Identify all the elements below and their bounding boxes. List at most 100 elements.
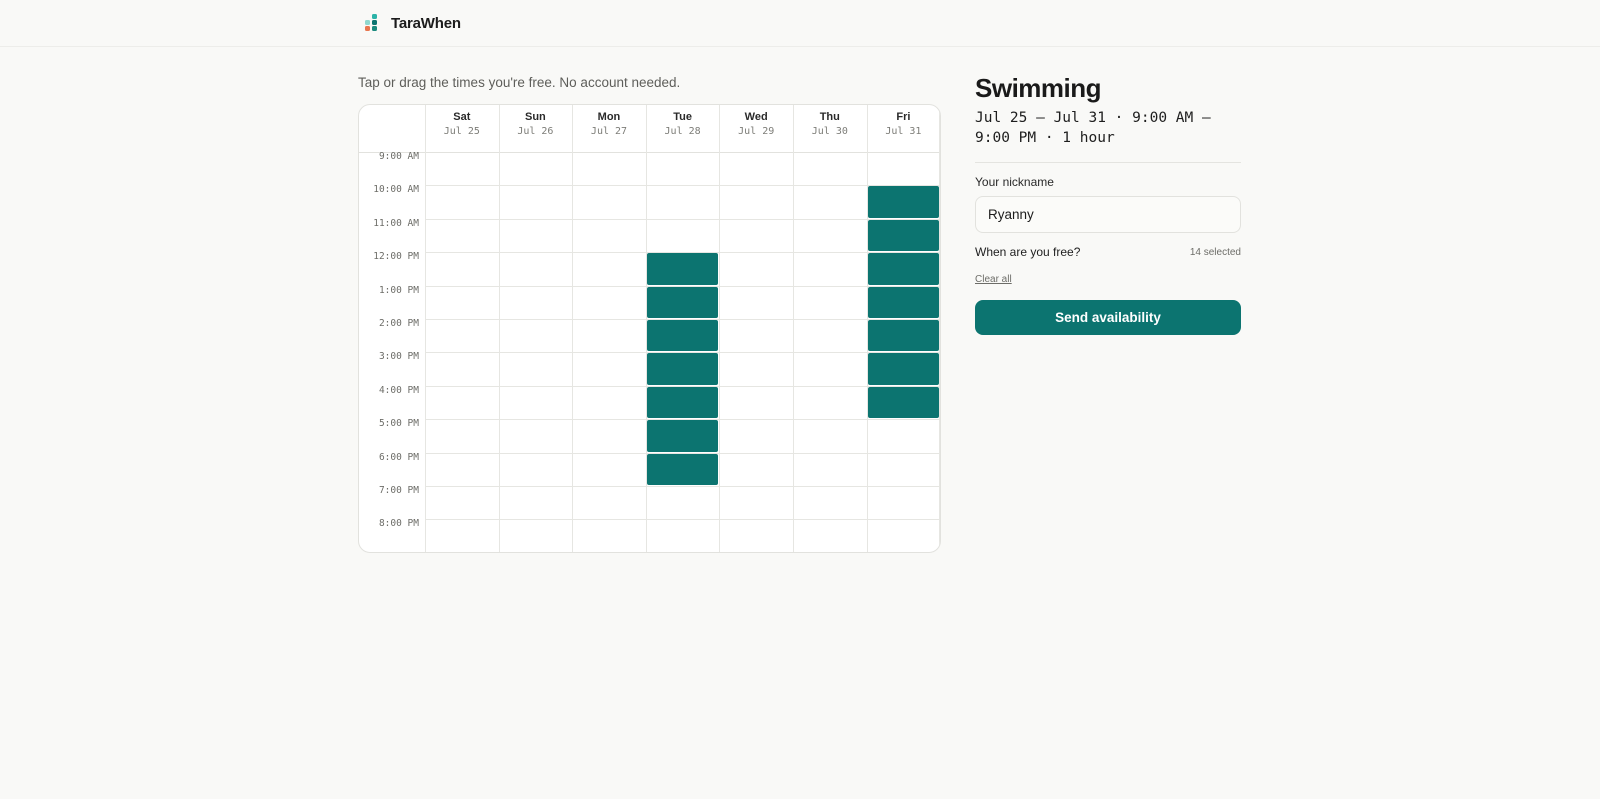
day-header-thu[interactable]: Thu Jul 30 <box>793 105 867 152</box>
time-slot[interactable] <box>720 253 792 284</box>
time-slot[interactable] <box>868 454 940 485</box>
time-slot[interactable] <box>720 487 792 518</box>
time-slot[interactable] <box>794 253 866 284</box>
time-slot[interactable] <box>720 353 792 384</box>
day-header-wed[interactable]: Wed Jul 29 <box>719 105 793 152</box>
time-slot-selected[interactable] <box>646 286 719 318</box>
time-slot[interactable] <box>720 420 792 451</box>
time-slot[interactable] <box>426 520 498 551</box>
time-slot[interactable] <box>426 253 498 284</box>
time-slot-selected[interactable] <box>867 353 940 385</box>
time-slot[interactable] <box>647 186 719 217</box>
time-slot[interactable] <box>426 387 498 418</box>
time-slot-selected[interactable] <box>867 286 940 318</box>
time-slot[interactable] <box>500 186 572 217</box>
time-slot[interactable] <box>573 520 645 551</box>
time-slot-selected[interactable] <box>867 219 940 252</box>
time-slot[interactable] <box>647 487 719 518</box>
time-slot[interactable] <box>720 387 792 418</box>
time-slot[interactable] <box>500 287 572 318</box>
time-slot[interactable] <box>647 220 719 251</box>
time-slot[interactable] <box>500 454 572 485</box>
time-slot[interactable] <box>573 287 645 318</box>
time-slot[interactable] <box>794 353 866 384</box>
time-slot-selected[interactable] <box>867 186 940 218</box>
time-slot-selected[interactable] <box>646 420 719 452</box>
time-slot[interactable] <box>500 353 572 384</box>
time-slot[interactable] <box>794 287 866 318</box>
time-slot[interactable] <box>794 186 866 217</box>
time-slot[interactable] <box>720 454 792 485</box>
send-availability-button[interactable]: Send availability <box>975 300 1241 335</box>
time-slot[interactable] <box>794 320 866 351</box>
time-slot[interactable] <box>573 253 645 284</box>
time-slot[interactable] <box>426 420 498 451</box>
time-slot[interactable] <box>573 454 645 485</box>
time-slot[interactable] <box>500 320 572 351</box>
time-slot[interactable] <box>500 253 572 284</box>
time-slot[interactable] <box>573 186 645 217</box>
time-slot[interactable] <box>500 420 572 451</box>
day-header-tue[interactable]: Tue Jul 28 <box>646 105 720 152</box>
time-slot[interactable] <box>720 186 792 217</box>
time-slot[interactable] <box>426 186 498 217</box>
time-slot-selected[interactable] <box>646 353 719 385</box>
time-slot[interactable] <box>573 320 645 351</box>
time-slot[interactable] <box>794 487 866 518</box>
time-slot[interactable] <box>794 220 866 251</box>
time-slot[interactable] <box>720 220 792 251</box>
time-slot[interactable] <box>573 353 645 384</box>
time-slot[interactable] <box>794 420 866 451</box>
time-slot-selected[interactable] <box>867 320 940 352</box>
nickname-input[interactable] <box>975 196 1241 233</box>
time-slot[interactable] <box>426 487 498 518</box>
day-header-mon[interactable]: Mon Jul 27 <box>572 105 646 152</box>
time-slot-selected[interactable] <box>867 386 940 419</box>
time-slot[interactable] <box>426 353 498 384</box>
time-slot[interactable] <box>500 387 572 418</box>
time-slot[interactable] <box>868 487 940 518</box>
time-slot[interactable] <box>500 520 572 551</box>
time-slot[interactable] <box>573 387 645 418</box>
day-header-fri[interactable]: Fri Jul 31 <box>867 105 940 152</box>
time-slot[interactable] <box>573 220 645 251</box>
time-slot[interactable] <box>426 320 498 351</box>
header-divider <box>359 152 940 153</box>
time-slot-selected[interactable] <box>646 253 719 285</box>
time-label: 1:00 PM <box>378 284 419 296</box>
time-slot[interactable] <box>720 320 792 351</box>
time-slot[interactable] <box>500 487 572 518</box>
time-slot[interactable] <box>500 220 572 251</box>
time-slot-selected[interactable] <box>646 320 719 352</box>
clear-all-link[interactable]: Clear all <box>975 274 1012 285</box>
time-slot[interactable] <box>794 153 866 184</box>
time-slot[interactable] <box>868 420 940 451</box>
time-slot[interactable] <box>647 520 719 551</box>
grid-column-line <box>793 105 794 552</box>
time-slot-selected[interactable] <box>867 253 940 285</box>
time-slot[interactable] <box>794 520 866 551</box>
time-slot[interactable] <box>426 153 498 184</box>
time-slot-selected[interactable] <box>646 386 719 419</box>
time-slot[interactable] <box>500 153 572 184</box>
time-slot[interactable] <box>647 153 719 184</box>
time-slot[interactable] <box>426 220 498 251</box>
time-slot[interactable] <box>573 153 645 184</box>
logo-dot <box>372 26 377 31</box>
time-slot[interactable] <box>794 387 866 418</box>
time-slot[interactable] <box>868 520 940 551</box>
time-slot[interactable] <box>868 153 940 184</box>
time-slot[interactable] <box>573 420 645 451</box>
time-slot[interactable] <box>573 487 645 518</box>
time-slot[interactable] <box>720 287 792 318</box>
time-slot[interactable] <box>426 454 498 485</box>
time-label: 4:00 PM <box>378 384 419 396</box>
time-slot[interactable] <box>720 520 792 551</box>
day-header-sat[interactable]: Sat Jul 25 <box>425 105 499 152</box>
time-slot-selected[interactable] <box>646 453 719 485</box>
day-header-sun[interactable]: Sun Jul 26 <box>499 105 573 152</box>
time-slot[interactable] <box>720 153 792 184</box>
brand[interactable]: TaraWhen <box>361 13 461 33</box>
time-slot[interactable] <box>794 454 866 485</box>
time-slot[interactable] <box>426 287 498 318</box>
